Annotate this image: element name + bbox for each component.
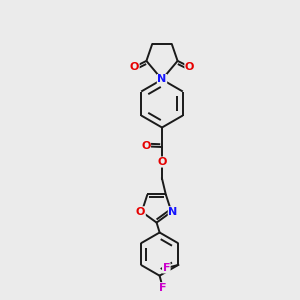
Text: O: O xyxy=(141,141,151,152)
Text: O: O xyxy=(157,157,167,167)
Text: N: N xyxy=(158,74,166,85)
Text: O: O xyxy=(185,62,194,72)
Text: O: O xyxy=(130,62,139,72)
Text: N: N xyxy=(168,207,178,217)
Text: F: F xyxy=(163,263,170,273)
Text: O: O xyxy=(136,207,145,217)
Text: F: F xyxy=(159,283,166,293)
